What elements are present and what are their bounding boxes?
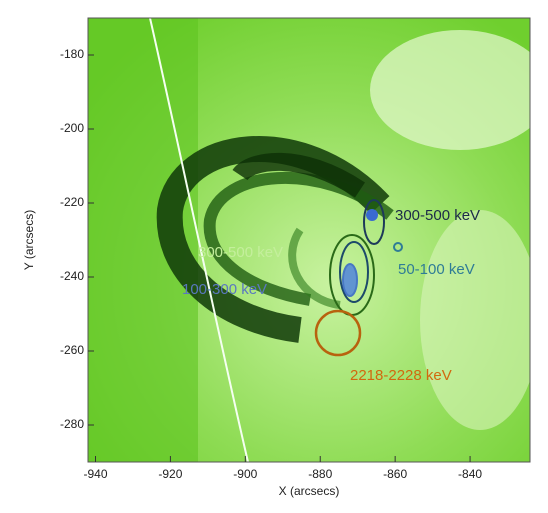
x-tick-label: -900: [233, 467, 257, 481]
y-axis-label: Y (arcsecs): [22, 210, 36, 270]
x-tick-label: -840: [458, 467, 482, 481]
annotation: 300-500 keV: [198, 244, 283, 261]
x-tick-label: -940: [83, 467, 107, 481]
annotation: 300-500 keV: [395, 207, 480, 224]
y-tick-label: -220: [60, 195, 84, 209]
annotation: 50-100 keV: [398, 261, 475, 278]
solar-image: [88, 18, 548, 462]
y-tick-label: -180: [60, 47, 84, 61]
y-tick-label: -200: [60, 121, 84, 135]
y-tick-label: -280: [60, 417, 84, 431]
y-tick-label: -240: [60, 269, 84, 283]
annotation: 2218-2228 keV: [350, 367, 452, 384]
chart: X (arcsecs) Y (arcsecs) -940 -920 -900 -880…: [0, 0, 548, 513]
x-tick-label: -860: [383, 467, 407, 481]
x-tick-label: -880: [308, 467, 332, 481]
y-tick-label: -260: [60, 343, 84, 357]
x-axis-label: X (arcsecs): [279, 484, 340, 498]
x-tick-label: -920: [158, 467, 182, 481]
annotation: 100-300 keV: [182, 281, 267, 298]
